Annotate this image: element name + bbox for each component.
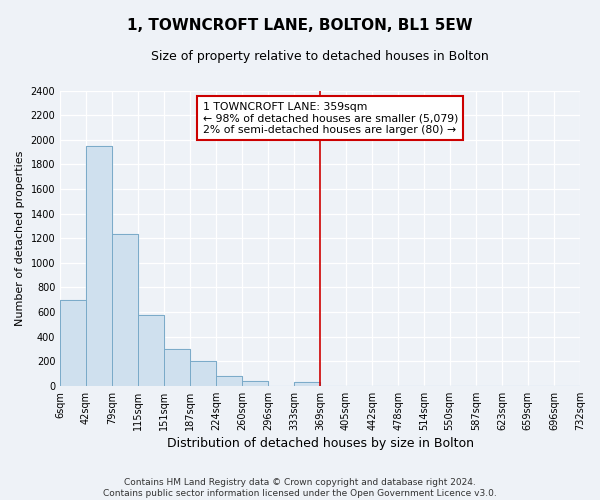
Polygon shape — [86, 146, 112, 386]
Polygon shape — [138, 315, 164, 386]
Polygon shape — [242, 381, 268, 386]
Polygon shape — [216, 376, 242, 386]
Polygon shape — [60, 300, 86, 386]
Polygon shape — [112, 234, 138, 386]
Polygon shape — [190, 361, 216, 386]
Y-axis label: Number of detached properties: Number of detached properties — [15, 150, 25, 326]
Text: 1, TOWNCROFT LANE, BOLTON, BL1 5EW: 1, TOWNCROFT LANE, BOLTON, BL1 5EW — [127, 18, 473, 32]
Title: Size of property relative to detached houses in Bolton: Size of property relative to detached ho… — [151, 50, 489, 63]
Text: Contains HM Land Registry data © Crown copyright and database right 2024.
Contai: Contains HM Land Registry data © Crown c… — [103, 478, 497, 498]
X-axis label: Distribution of detached houses by size in Bolton: Distribution of detached houses by size … — [167, 437, 473, 450]
Polygon shape — [295, 382, 320, 386]
Text: 1 TOWNCROFT LANE: 359sqm
← 98% of detached houses are smaller (5,079)
2% of semi: 1 TOWNCROFT LANE: 359sqm ← 98% of detach… — [203, 102, 458, 135]
Polygon shape — [164, 349, 190, 386]
